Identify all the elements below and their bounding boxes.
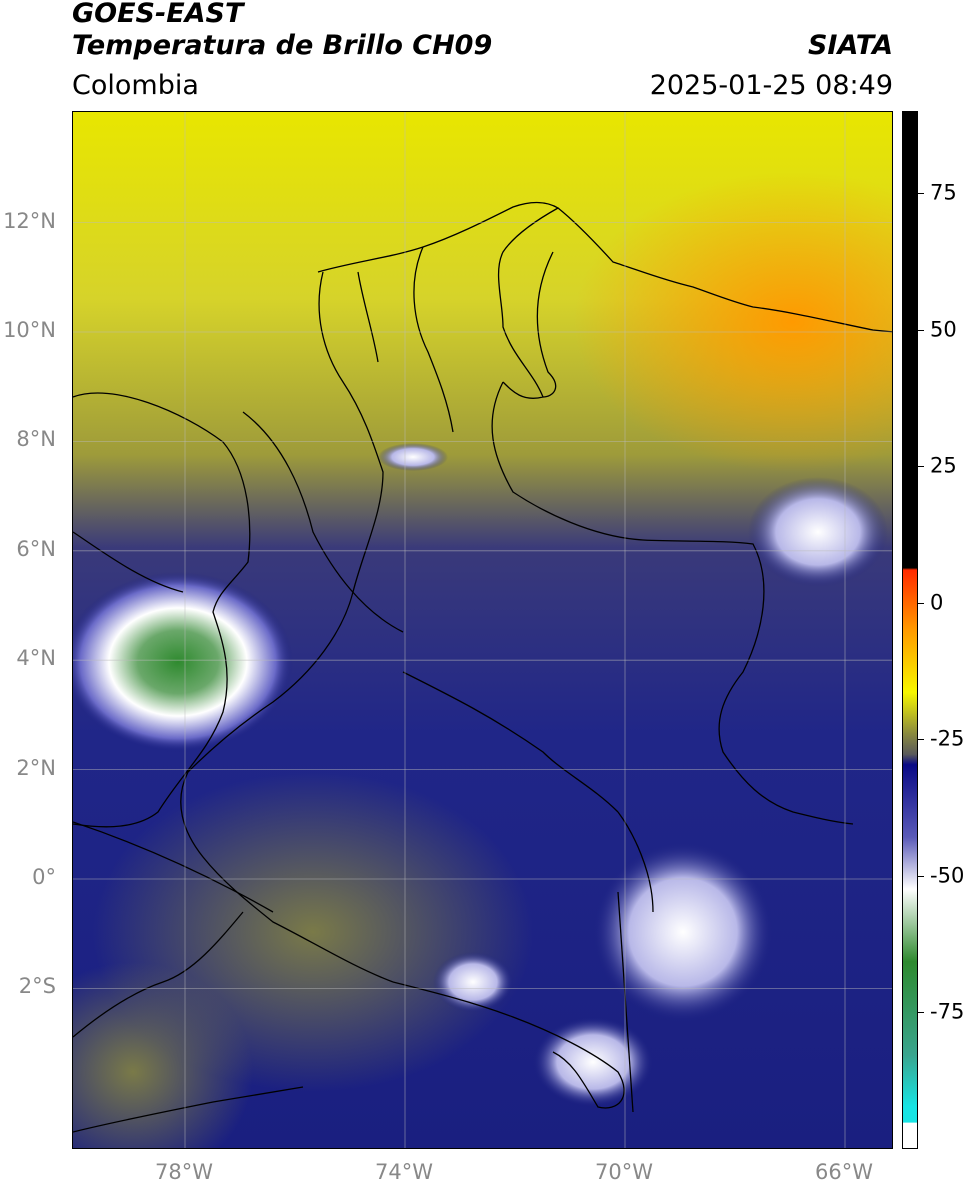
timestamp-label: 2025-01-25 08:49 [649,70,893,101]
longitude-label: 70°W [595,1160,653,1184]
latitude-label: 8°N [16,427,56,452]
convective-storm-west [73,572,293,752]
longitude-label: 78°W [155,1160,213,1184]
latitude-label: 4°N [16,646,56,671]
colorbar-tick [918,739,924,741]
product-title: Temperatura de Brillo CH09 [72,30,493,61]
colorbar-label: -75 [930,999,965,1024]
map-canvas [73,112,892,1148]
olive-region-sw [73,962,253,1148]
cloud-east [748,477,888,587]
colorbar-tick [918,192,924,194]
temperature-colorbar [902,111,918,1149]
colorbar-tick [918,1012,924,1014]
organization-label: SIATA [807,30,893,61]
latitude-label: 12°N [3,208,56,233]
colorbar-label: 75 [930,180,957,205]
colorbar-label: 50 [930,317,957,342]
cloud-southeast [593,842,773,1022]
colorbar-tick [918,466,924,468]
latitude-label: 2°N [16,755,56,780]
longitude-label: 66°W [815,1160,873,1184]
colorbar-tick [918,602,924,604]
colorbar-label: 0 [930,590,944,615]
graticule [73,112,892,1148]
satellite-title: GOES-EAST [72,0,244,29]
region-label: Colombia [72,70,199,101]
colorbar-tick [918,329,924,331]
colorbar-label: -25 [930,726,965,751]
cloud-north [378,443,448,471]
colorbar-label: -50 [930,863,965,888]
coastline-borders [73,201,892,1133]
latitude-label: 2°S [18,974,56,999]
colorbar-tick [918,875,924,877]
latitude-label: 6°N [16,536,56,561]
satellite-map[interactable] [72,111,893,1149]
warm-region [573,172,892,472]
longitude-label: 74°W [375,1160,433,1184]
cloud-south [533,1017,653,1107]
colorbar-label: 25 [930,453,957,478]
latitude-label: 10°N [3,318,56,342]
latitude-label: 0° [32,865,56,889]
